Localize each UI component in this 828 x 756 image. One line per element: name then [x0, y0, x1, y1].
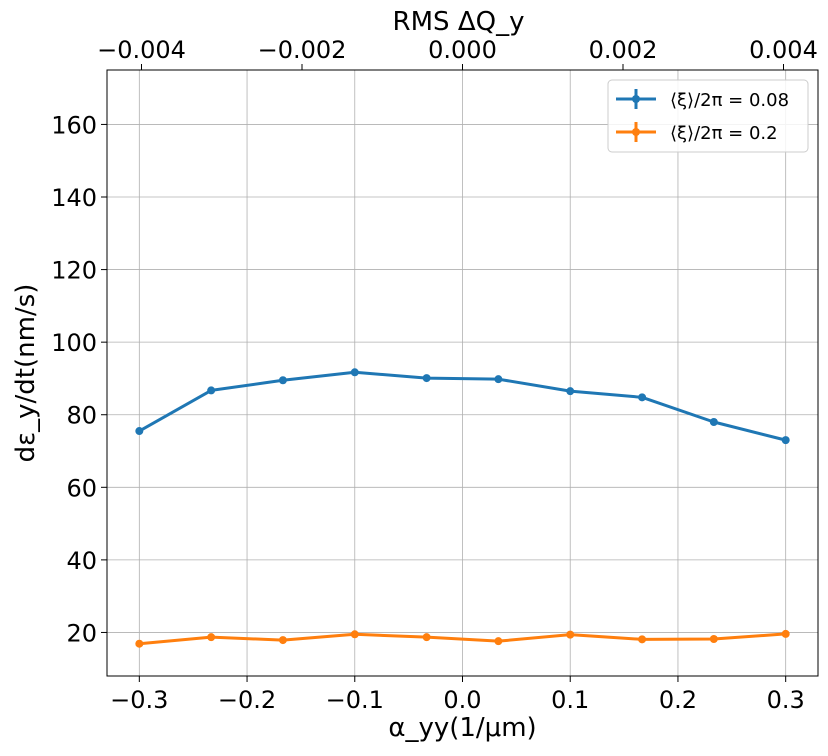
- data-point: [638, 393, 647, 402]
- data-point: [566, 387, 575, 396]
- x-tick-label: −0.3: [110, 686, 168, 714]
- data-point: [350, 368, 359, 377]
- top-tick-label: 0.000: [428, 36, 497, 64]
- legend-box: [607, 79, 809, 153]
- legend-entry: ⟨ξ⟩/2π = 0.08: [616, 89, 789, 111]
- series-layer: [135, 368, 790, 648]
- legend-entry: ⟨ξ⟩/2π = 0.2: [616, 122, 778, 144]
- top-axis-title: RMS ΔQ_y: [393, 7, 525, 37]
- x-tick-label: 0.1: [551, 686, 589, 714]
- data-point: [494, 637, 503, 646]
- data-point: [638, 635, 647, 644]
- y-tick-label: 160: [51, 111, 97, 139]
- y-tick-label: 140: [51, 184, 97, 212]
- y-tick-label: 80: [66, 402, 97, 430]
- data-point: [566, 630, 575, 639]
- y-axis-title: dε_y/dt(nm/s): [11, 284, 41, 463]
- legend-label: ⟨ξ⟩/2π = 0.2: [670, 123, 778, 144]
- data-point: [207, 386, 216, 395]
- data-point: [781, 629, 790, 638]
- data-point: [709, 634, 718, 643]
- y-tick-label: 60: [66, 474, 97, 502]
- x-tick-label: 0.2: [659, 686, 697, 714]
- series-1: [135, 368, 790, 445]
- grid: [107, 70, 818, 676]
- legend-marker: [632, 128, 640, 136]
- top-tick-label: 0.002: [589, 36, 658, 64]
- legend-marker: [632, 95, 640, 103]
- y-tick-label: 100: [51, 329, 97, 357]
- top-tick-label: −0.002: [258, 36, 347, 64]
- y-tick-label: 120: [51, 257, 97, 285]
- data-point: [781, 436, 790, 445]
- data-point: [278, 636, 287, 645]
- series-2: [135, 629, 790, 648]
- x-tick-label: 0.3: [767, 686, 805, 714]
- y-tick-label: 20: [66, 619, 97, 647]
- data-point: [207, 633, 216, 642]
- x-tick-label: 0.0: [443, 686, 481, 714]
- top-tick-label: −0.004: [97, 36, 186, 64]
- x-tick-label: −0.1: [326, 686, 384, 714]
- series-line: [139, 632, 786, 646]
- data-point: [422, 374, 431, 383]
- ticks-layer: −0.3 −0.2 −0.1 0.0 0.1 0.2 0.3 20 40 60 80 100 120 14…: [51, 36, 818, 714]
- data-point: [135, 639, 144, 648]
- x-tick-label: −0.2: [218, 686, 276, 714]
- data-point: [278, 376, 287, 385]
- data-point: [350, 630, 359, 639]
- data-point: [709, 417, 718, 426]
- series-line: [138, 370, 787, 442]
- y-tick-label: 40: [66, 547, 97, 575]
- x-axis-title: α_yy(1/μm): [388, 713, 536, 743]
- data-point: [422, 633, 431, 642]
- data-point: [494, 375, 503, 384]
- data-point: [135, 427, 144, 436]
- legend: ⟨ξ⟩/2π = 0.08 ⟨ξ⟩/2π = 0.2: [607, 79, 809, 153]
- top-tick-label: 0.004: [749, 36, 818, 64]
- legend-label: ⟨ξ⟩/2π = 0.08: [670, 90, 789, 111]
